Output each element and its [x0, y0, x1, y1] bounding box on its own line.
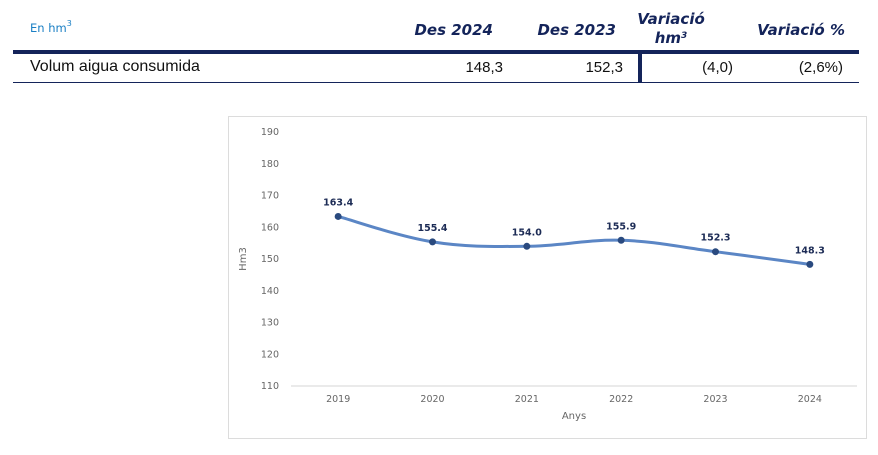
data-point — [334, 212, 342, 220]
row-label: Volum aigua consumida — [30, 58, 200, 75]
header-des-2023: Des 2023 — [537, 21, 616, 39]
y-tick-label: 180 — [261, 159, 279, 170]
series-line — [336, 214, 812, 266]
data-label: 155.9 — [606, 221, 636, 232]
y-tick-label: 120 — [261, 349, 279, 360]
x-tick-label: 2022 — [609, 394, 633, 405]
header-variacio-line2: hm3 — [616, 29, 726, 48]
x-tick-label: 2019 — [326, 394, 350, 405]
y-tick-label: 190 — [261, 127, 279, 138]
data-label: 152.3 — [700, 233, 730, 244]
header-variacio-hm3: Variació hm3 — [616, 10, 726, 48]
cell-des-2023: 152,3 — [585, 59, 623, 76]
data-point — [617, 236, 625, 244]
header-rule — [13, 50, 859, 54]
table-header: En hm3 Des 2024 Des 2023 Variació hm3 Va… — [13, 8, 859, 50]
cell-des-2024: 148,3 — [465, 59, 503, 76]
unit-label-text: En hm — [30, 21, 67, 35]
header-variacio-unit: hm — [654, 29, 682, 47]
header-des-2024: Des 2024 — [414, 21, 493, 39]
data-point — [806, 260, 814, 268]
y-axis-title: Hm3 — [238, 247, 249, 271]
data-label: 163.4 — [323, 197, 353, 208]
line-chart: 110 120 130 140 150 160 170 180 190 2019 2020 2021 2… — [228, 116, 867, 439]
x-tick-label: 2020 — [420, 394, 444, 405]
x-tick-label: 2021 — [515, 394, 539, 405]
unit-label-sup: 3 — [66, 19, 72, 28]
summary-table: En hm3 Des 2024 Des 2023 Variació hm3 Va… — [13, 8, 859, 83]
column-separator — [638, 54, 642, 83]
unit-label: En hm3 — [30, 19, 72, 35]
x-tick-label: 2023 — [703, 394, 727, 405]
data-label: 154.0 — [512, 227, 542, 238]
cell-variacio-pct: (2,6%) — [798, 59, 843, 76]
data-label: 148.3 — [795, 245, 825, 256]
y-tick-label: 110 — [261, 381, 279, 392]
x-tick-label: 2024 — [798, 394, 822, 405]
cell-variacio: (4,0) — [702, 59, 733, 76]
y-tick-label: 160 — [261, 222, 279, 233]
header-variacio-pct: Variació % — [757, 21, 845, 39]
y-tick-label: 140 — [261, 286, 279, 297]
chart-svg: 110 120 130 140 150 160 170 180 190 2019 2020 2021 2… — [238, 127, 857, 422]
table-row: Volum aigua consumida 148,3 152,3 (4,0) … — [13, 54, 859, 83]
data-point — [523, 242, 531, 250]
y-tick-label: 170 — [261, 191, 279, 202]
header-variacio-sup: 3 — [681, 31, 688, 41]
y-tick-label: 130 — [261, 318, 279, 329]
y-tick-label: 150 — [261, 254, 279, 265]
data-point — [712, 248, 719, 256]
header-variacio-line1: Variació — [637, 10, 705, 28]
data-point — [429, 238, 436, 246]
data-label: 155.4 — [417, 223, 447, 234]
row-rule — [13, 82, 859, 83]
x-axis-title: Anys — [562, 411, 586, 422]
